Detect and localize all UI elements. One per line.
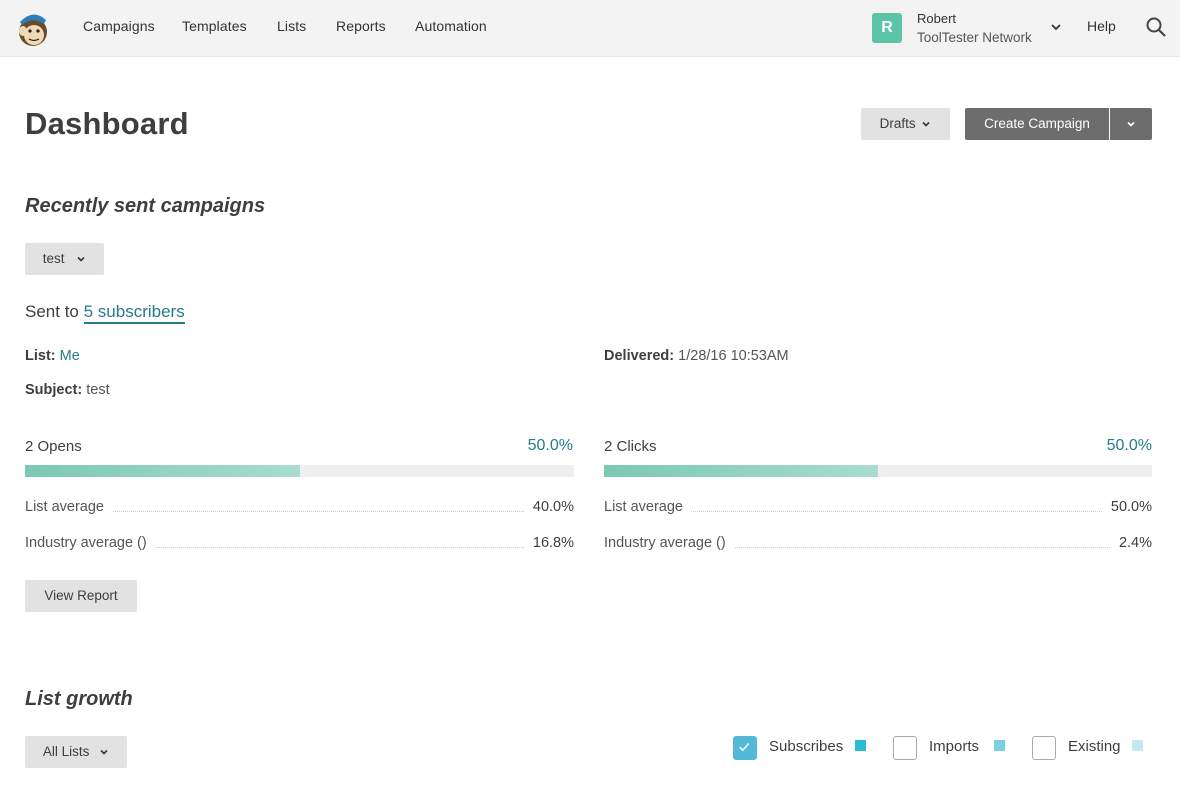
clicks-percent: 50.0% [1106, 437, 1152, 454]
list-meta: List: Me [25, 348, 80, 364]
create-campaign-dropdown[interactable] [1110, 108, 1152, 140]
delivered-value: 1/28/16 10:53AM [678, 348, 789, 364]
clicks-list-average-row: List average 50.0% [604, 499, 1152, 519]
existing-checkbox[interactable] [1032, 736, 1056, 760]
list-label: List: [25, 348, 56, 364]
nav-reports[interactable]: Reports [336, 18, 386, 34]
opens-list-average-label: List average [25, 499, 112, 515]
list-select-value: All Lists [42, 744, 90, 759]
clicks-progress-fill [604, 465, 878, 477]
subscribes-label: Subscribes [769, 738, 844, 755]
checkmark-icon [739, 743, 750, 752]
recent-campaigns-title: Recently sent campaigns [25, 195, 266, 217]
clicks-list-average-label: List average [604, 499, 691, 515]
chevron-down-icon [1127, 121, 1135, 127]
clicks-industry-average-label: Industry average () [604, 535, 734, 551]
opens-list-average-value: 40.0% [524, 499, 574, 515]
list-growth-title: List growth [25, 688, 133, 710]
clicks-list-average-value: 50.0% [1102, 499, 1152, 515]
clicks-progress-bar [604, 465, 1152, 477]
help-link[interactable]: Help [1087, 18, 1116, 34]
existing-swatch [1132, 740, 1143, 751]
mailchimp-logo-icon[interactable] [14, 10, 52, 48]
imports-label: Imports [929, 738, 980, 755]
chevron-down-icon[interactable] [1049, 20, 1063, 34]
dotted-leader [604, 511, 1152, 512]
list-link[interactable]: Me [59, 348, 80, 364]
account-org[interactable]: ToolTester Network [917, 30, 1032, 45]
subject-meta: Subject: test [25, 382, 110, 398]
drafts-label: Drafts [879, 116, 916, 131]
chevron-down-icon [922, 122, 930, 128]
dotted-leader [25, 547, 574, 548]
opens-label: 2 Opens [25, 438, 82, 455]
view-report-button[interactable]: View Report [25, 580, 137, 612]
nav-templates[interactable]: Templates [182, 18, 247, 34]
drafts-button[interactable]: Drafts [861, 108, 950, 140]
campaign-select-value: test [42, 251, 65, 266]
clicks-industry-average-row: Industry average () 2.4% [604, 535, 1152, 555]
nav-automation[interactable]: Automation [415, 18, 487, 34]
chevron-down-icon [77, 257, 85, 263]
campaign-select[interactable]: test [25, 243, 104, 275]
legend-subscribes[interactable]: Subscribes [733, 736, 873, 760]
dotted-leader [604, 547, 1152, 548]
clicks-industry-average-value: 2.4% [1110, 535, 1152, 551]
nav-lists[interactable]: Lists [277, 18, 307, 34]
opens-percent: 50.0% [527, 437, 573, 454]
imports-checkbox[interactable] [893, 736, 917, 760]
imports-swatch [994, 740, 1005, 751]
opens-industry-average-value: 16.8% [524, 535, 574, 551]
subscribers-link[interactable]: 5 subscribers [83, 302, 185, 324]
subject-value: test [86, 382, 110, 398]
opens-industry-average-row: Industry average () 16.8% [25, 535, 574, 555]
legend-existing[interactable]: Existing [1032, 736, 1152, 760]
opens-progress-bar [25, 465, 574, 477]
delivered-label: Delivered: [604, 348, 675, 364]
dotted-leader [25, 511, 574, 512]
sent-to: Sent to 5 subscribers [25, 302, 185, 324]
create-campaign-label: Create Campaign [984, 116, 1090, 131]
chevron-down-icon [100, 750, 108, 756]
existing-label: Existing [1068, 738, 1121, 755]
clicks-label: 2 Clicks [604, 438, 657, 455]
opens-industry-average-label: Industry average () [25, 535, 155, 551]
subject-label: Subject: [25, 382, 83, 398]
page-title: Dashboard [25, 106, 189, 141]
list-select[interactable]: All Lists [25, 736, 127, 768]
account-name[interactable]: Robert [917, 11, 957, 26]
nav-campaigns[interactable]: Campaigns [83, 18, 155, 34]
avatar[interactable]: R [872, 13, 902, 43]
top-nav: Campaigns Templates Lists Reports Automa… [0, 0, 1180, 57]
subscribes-checkbox[interactable] [733, 736, 757, 760]
subscribes-swatch [855, 740, 866, 751]
search-icon[interactable] [1145, 16, 1167, 38]
opens-progress-fill [25, 465, 300, 477]
legend-imports[interactable]: Imports [893, 736, 1013, 760]
opens-list-average-row: List average 40.0% [25, 499, 574, 519]
delivered-meta: Delivered: 1/28/16 10:53AM [604, 348, 789, 364]
create-campaign-button[interactable]: Create Campaign [965, 108, 1109, 140]
sent-to-prefix: Sent to [25, 302, 79, 321]
